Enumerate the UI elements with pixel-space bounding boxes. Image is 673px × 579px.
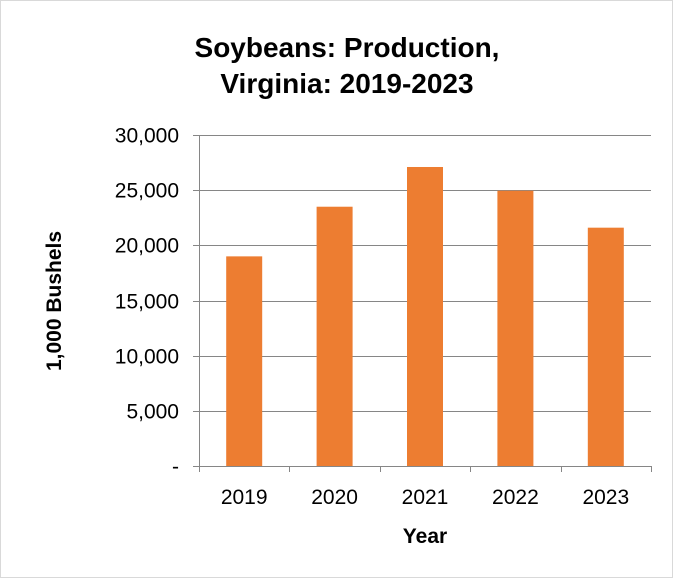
axes — [193, 135, 652, 472]
bar — [226, 256, 263, 466]
y-tick-label: 15,000 — [115, 291, 179, 314]
y-axis-title: 1,000 Bushels — [43, 231, 66, 371]
chart-title-line-1: Soybeans: Production, — [195, 32, 500, 63]
y-tick-label: 25,000 — [115, 180, 179, 203]
y-tick-label: 10,000 — [115, 346, 179, 369]
bar — [497, 190, 534, 467]
x-tick-label: 2021 — [402, 486, 449, 509]
x-axis-title: Year — [403, 525, 447, 548]
y-tick-label: 20,000 — [115, 235, 179, 258]
x-tick-label: 2019 — [221, 486, 268, 509]
x-tick-label: 2023 — [582, 486, 629, 509]
chart-title-line-2: Virginia: 2019-2023 — [220, 68, 473, 99]
y-tick-labels: - 5,000 10,000 15,000 20,000 25,000 30,000 — [115, 125, 179, 479]
y-tick-label: 30,000 — [115, 125, 179, 148]
bar — [407, 166, 443, 466]
x-tick-label: 2022 — [492, 486, 539, 509]
y-tick-label: 5,000 — [126, 401, 179, 424]
y-tick-label: - — [172, 456, 179, 479]
bar — [587, 227, 624, 466]
x-tick-labels: 2019 2020 2021 2022 2023 — [221, 486, 629, 509]
x-tick-label: 2020 — [311, 486, 358, 509]
bar — [316, 206, 353, 466]
bars — [226, 166, 624, 467]
